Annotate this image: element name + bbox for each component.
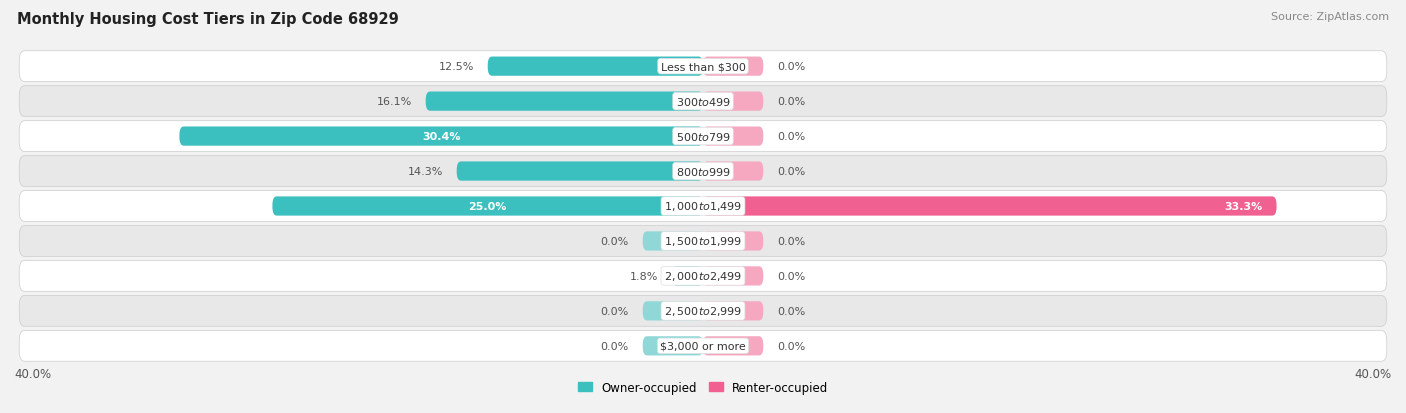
Text: $1,500 to $1,999: $1,500 to $1,999 xyxy=(664,235,742,248)
FancyBboxPatch shape xyxy=(703,301,763,321)
Text: 0.0%: 0.0% xyxy=(778,62,806,72)
Text: $300 to $499: $300 to $499 xyxy=(675,96,731,108)
FancyBboxPatch shape xyxy=(20,52,1386,82)
FancyBboxPatch shape xyxy=(180,127,703,146)
FancyBboxPatch shape xyxy=(643,232,703,251)
Text: Source: ZipAtlas.com: Source: ZipAtlas.com xyxy=(1271,12,1389,22)
Text: $1,000 to $1,499: $1,000 to $1,499 xyxy=(664,200,742,213)
Text: 30.4%: 30.4% xyxy=(422,132,460,142)
Text: $3,000 or more: $3,000 or more xyxy=(661,341,745,351)
FancyBboxPatch shape xyxy=(672,267,703,286)
FancyBboxPatch shape xyxy=(273,197,703,216)
Text: 1.8%: 1.8% xyxy=(630,271,658,281)
FancyBboxPatch shape xyxy=(703,267,763,286)
Text: Monthly Housing Cost Tiers in Zip Code 68929: Monthly Housing Cost Tiers in Zip Code 6… xyxy=(17,12,399,27)
Legend: Owner-occupied, Renter-occupied: Owner-occupied, Renter-occupied xyxy=(572,376,834,399)
FancyBboxPatch shape xyxy=(457,162,703,181)
FancyBboxPatch shape xyxy=(20,121,1386,152)
Text: 16.1%: 16.1% xyxy=(377,97,412,107)
Text: 0.0%: 0.0% xyxy=(778,236,806,247)
FancyBboxPatch shape xyxy=(20,331,1386,361)
Text: 25.0%: 25.0% xyxy=(468,202,508,211)
FancyBboxPatch shape xyxy=(20,87,1386,117)
Text: 12.5%: 12.5% xyxy=(439,62,474,72)
FancyBboxPatch shape xyxy=(643,337,703,356)
Text: $2,500 to $2,999: $2,500 to $2,999 xyxy=(664,305,742,318)
Text: $2,000 to $2,499: $2,000 to $2,499 xyxy=(664,270,742,283)
FancyBboxPatch shape xyxy=(20,156,1386,187)
Text: 33.3%: 33.3% xyxy=(1225,202,1263,211)
FancyBboxPatch shape xyxy=(703,92,763,112)
Text: 0.0%: 0.0% xyxy=(778,97,806,107)
Text: Less than $300: Less than $300 xyxy=(661,62,745,72)
FancyBboxPatch shape xyxy=(20,226,1386,257)
FancyBboxPatch shape xyxy=(643,301,703,321)
Text: $800 to $999: $800 to $999 xyxy=(675,166,731,178)
FancyBboxPatch shape xyxy=(703,232,763,251)
Text: 40.0%: 40.0% xyxy=(14,367,51,380)
FancyBboxPatch shape xyxy=(703,57,763,76)
FancyBboxPatch shape xyxy=(703,162,763,181)
FancyBboxPatch shape xyxy=(703,127,763,146)
Text: 0.0%: 0.0% xyxy=(778,271,806,281)
FancyBboxPatch shape xyxy=(703,197,1277,216)
Text: 0.0%: 0.0% xyxy=(600,306,628,316)
Text: 0.0%: 0.0% xyxy=(778,132,806,142)
FancyBboxPatch shape xyxy=(20,261,1386,292)
FancyBboxPatch shape xyxy=(20,296,1386,326)
Text: 0.0%: 0.0% xyxy=(778,341,806,351)
Text: 40.0%: 40.0% xyxy=(1355,367,1392,380)
Text: 0.0%: 0.0% xyxy=(778,166,806,177)
FancyBboxPatch shape xyxy=(20,191,1386,222)
FancyBboxPatch shape xyxy=(426,92,703,112)
Text: 0.0%: 0.0% xyxy=(778,306,806,316)
FancyBboxPatch shape xyxy=(703,337,763,356)
Text: $500 to $799: $500 to $799 xyxy=(675,131,731,143)
Text: 0.0%: 0.0% xyxy=(600,341,628,351)
FancyBboxPatch shape xyxy=(488,57,703,76)
Text: 0.0%: 0.0% xyxy=(600,236,628,247)
Text: 14.3%: 14.3% xyxy=(408,166,443,177)
